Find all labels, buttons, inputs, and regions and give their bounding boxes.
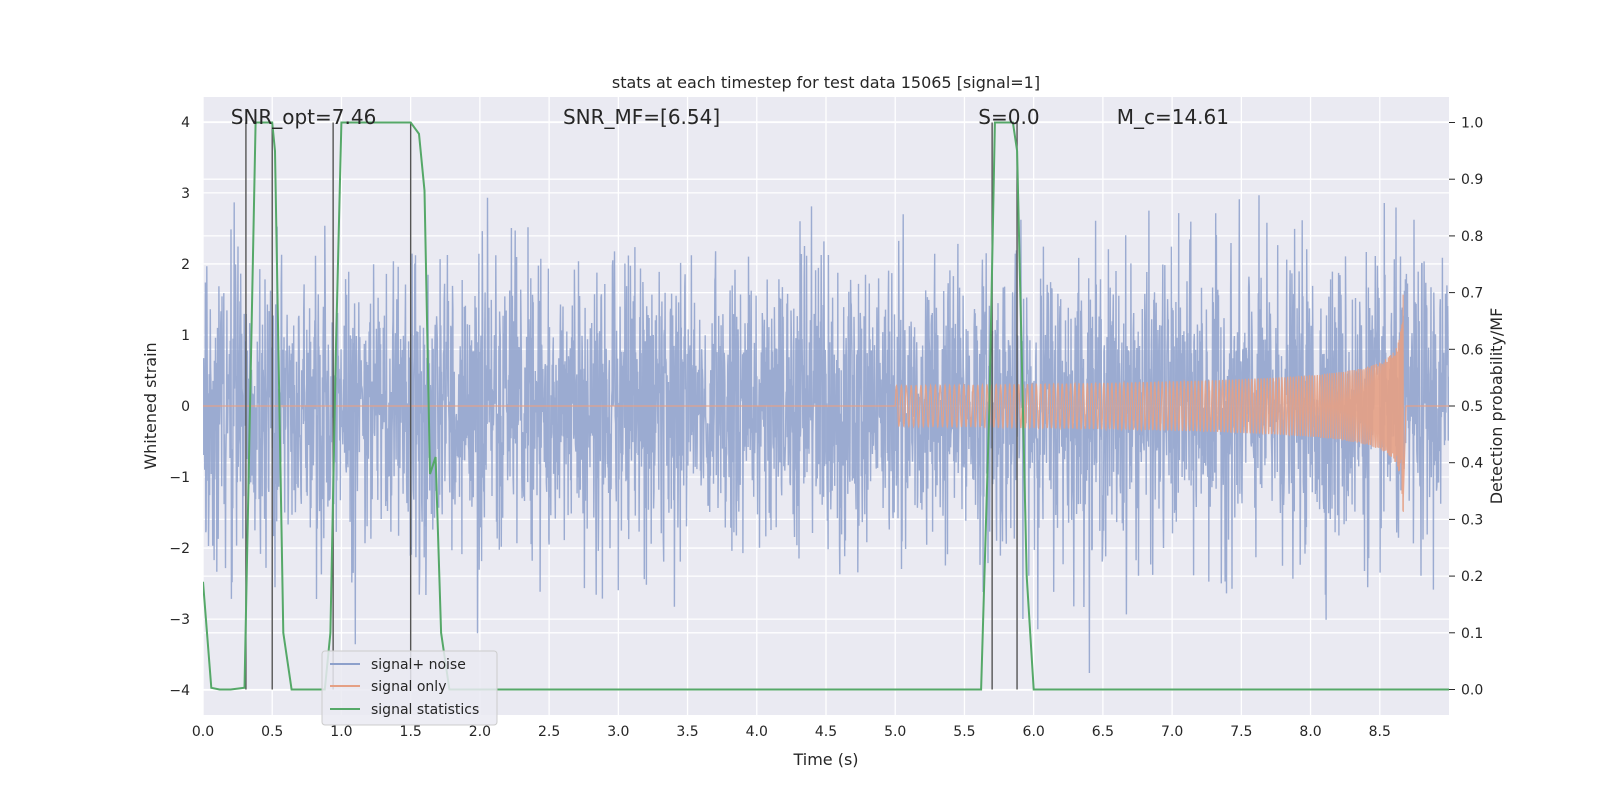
x-tick-label: 3.5: [676, 724, 698, 740]
y2-tick-label: 0.7: [1461, 286, 1483, 302]
x-tick-label: 0.0: [192, 724, 214, 740]
legend-label-signal-statistics: signal statistics: [371, 702, 479, 718]
y-axis-right: 0.0 0.1 0.2 0.3 0.4 0.5 0.6 0.7 0.8 0.9 1.0: [1449, 116, 1483, 698]
series-signal-statistics: [203, 121, 1449, 691]
y-tick-label: 2: [181, 257, 190, 273]
chart-title: stats at each timestep for test data 150…: [612, 73, 1040, 92]
x-axis-label: Time (s): [792, 750, 858, 769]
x-tick-label: 8.0: [1299, 724, 1321, 740]
x-tick-label: 5.0: [884, 724, 906, 740]
annotations: SNR_opt=7.46 SNR_MF=[6.54] S=0.0 M_c=14.61: [231, 105, 1229, 129]
y2-tick-label: 0.9: [1461, 172, 1483, 188]
series-signal-only: [203, 294, 1449, 512]
y2-tick-label: 0.2: [1461, 569, 1483, 585]
y2-tick-label: 0.5: [1461, 399, 1483, 415]
y-axis-left: −4 −3 −2 −1 0 1 2 3 4: [169, 115, 190, 699]
x-tick-label: 7.0: [1161, 724, 1183, 740]
y-tick-label: 0: [181, 399, 190, 415]
x-tick-label: 2.5: [538, 724, 560, 740]
legend-label-signal-noise: signal+ noise: [371, 657, 466, 673]
y-tick-label: −2: [169, 541, 190, 557]
y-tick-label: 1: [181, 328, 190, 344]
annotation: SNR_MF=[6.54]: [563, 105, 720, 129]
legend-label-signal-only: signal only: [371, 679, 446, 695]
x-axis: 0.0 0.5 1.0 1.5 2.0 2.5 3.0 3.5 4.0 4.5 5.0 5.5 6.0 6…: [192, 724, 1391, 740]
y2-tick-label: 0.1: [1461, 626, 1483, 642]
y2-tick-label: 0.8: [1461, 229, 1483, 245]
x-tick-label: 6.5: [1092, 724, 1114, 740]
x-tick-label: 5.5: [953, 724, 975, 740]
x-tick-label: 0.5: [261, 724, 283, 740]
y-axis-label: Whitened strain: [141, 342, 160, 469]
x-tick-label: 1.5: [400, 724, 422, 740]
x-tick-label: 6.0: [1023, 724, 1045, 740]
y-tick-label: −3: [169, 612, 190, 628]
y2-tick-label: 0.3: [1461, 512, 1483, 528]
y2-axis-label: Detection probability/MF: [1487, 308, 1506, 505]
y-tick-label: 3: [181, 186, 190, 202]
y-tick-label: −4: [169, 683, 190, 699]
x-tick-label: 1.0: [330, 724, 352, 740]
y2-tick-label: 0.4: [1461, 456, 1483, 472]
annotation: SNR_opt=7.46: [231, 105, 377, 129]
y2-tick-label: 0.6: [1461, 342, 1483, 358]
plot-area: [203, 121, 1449, 691]
x-tick-label: 8.5: [1369, 724, 1391, 740]
x-tick-label: 2.0: [469, 724, 491, 740]
annotation: M_c=14.61: [1117, 105, 1229, 129]
x-tick-label: 4.0: [746, 724, 768, 740]
x-tick-label: 7.5: [1230, 724, 1252, 740]
y-tick-label: −1: [169, 470, 190, 486]
x-tick-label: 4.5: [815, 724, 837, 740]
y-tick-label: 4: [181, 115, 190, 131]
legend: signal+ noise signal only signal statist…: [321, 650, 498, 726]
y2-tick-label: 1.0: [1461, 116, 1483, 132]
legend-box: [321, 650, 498, 726]
x-tick-label: 3.0: [607, 724, 629, 740]
annotation: S=0.0: [978, 105, 1039, 129]
y2-tick-label: 0.0: [1461, 682, 1483, 698]
